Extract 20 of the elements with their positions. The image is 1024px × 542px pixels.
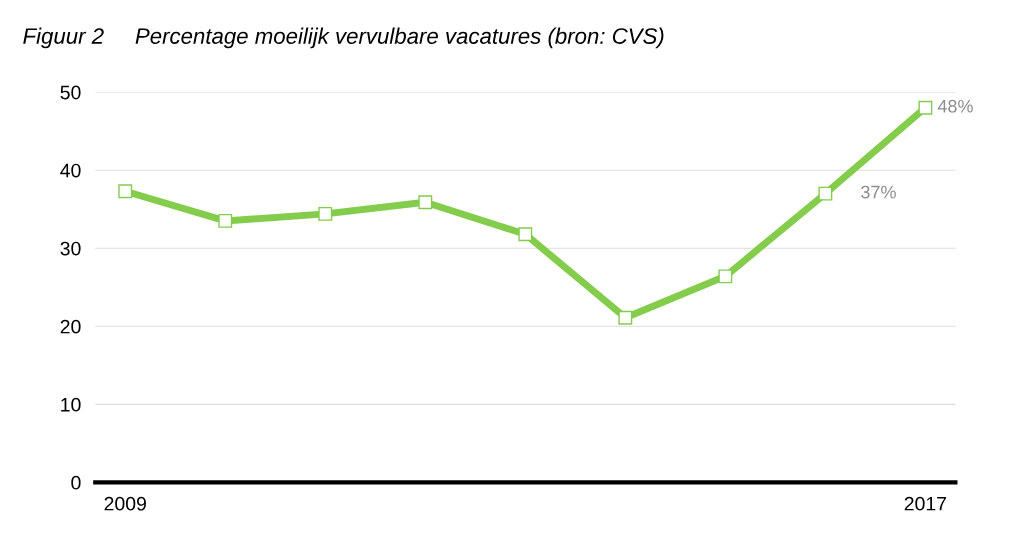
- y-tick-label: 0: [71, 475, 81, 490]
- y-tick-label: 30: [60, 241, 81, 256]
- point: [718, 269, 733, 284]
- data-label: 37%: [861, 185, 896, 199]
- point: [618, 310, 633, 325]
- y-tick-label: 20: [60, 319, 81, 334]
- point: [818, 186, 833, 201]
- x-tick-label: 2017: [904, 496, 947, 511]
- x-tick-label: 2009: [104, 496, 146, 511]
- point: [218, 213, 233, 228]
- chart-title: Figuur 2 Percentage moeilijk vervulbare vacatures (bron: CVS): [23, 27, 664, 49]
- point: [918, 100, 933, 115]
- point: [118, 184, 133, 199]
- y-tick-label: 10: [61, 397, 81, 412]
- data-label: 48%: [937, 99, 973, 113]
- point: [418, 195, 433, 210]
- point: [518, 227, 533, 242]
- y-tick-label: 40: [60, 163, 81, 178]
- point: [318, 206, 333, 221]
- y-tick-label: 50: [60, 85, 81, 100]
